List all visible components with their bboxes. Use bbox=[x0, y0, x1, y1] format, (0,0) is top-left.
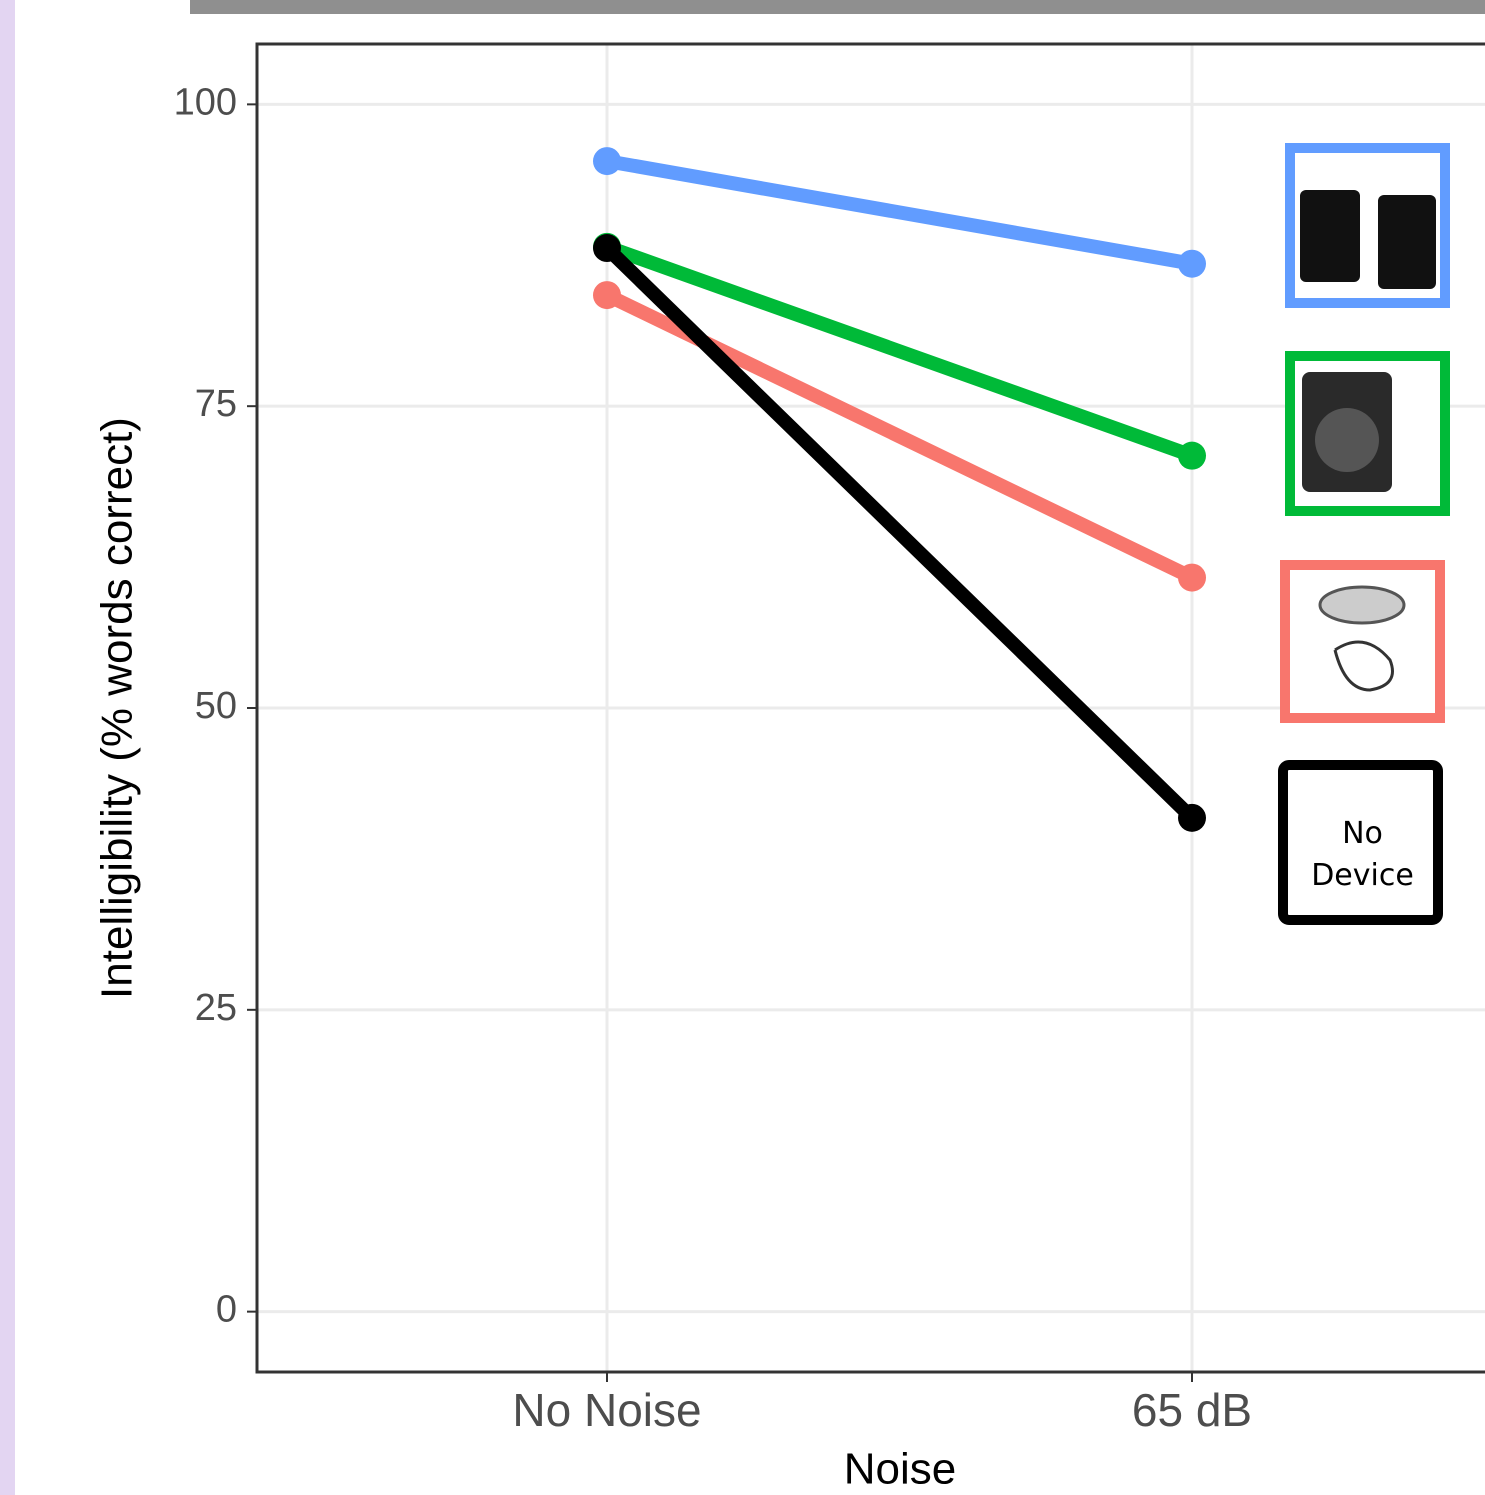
x-tick-label: No Noise bbox=[512, 1384, 701, 1436]
header-banner bbox=[190, 0, 1485, 14]
y-tick-label: 100 bbox=[174, 81, 237, 123]
point bbox=[593, 281, 621, 309]
point bbox=[1178, 250, 1206, 278]
point bbox=[593, 234, 621, 262]
y-axis-title: Intelligibility (% words correct) bbox=[93, 417, 142, 999]
legend-icon bbox=[1320, 587, 1404, 623]
y-tick-label: 0 bbox=[216, 1289, 237, 1331]
legend-icon bbox=[1300, 190, 1360, 282]
y-tick-label: 75 bbox=[195, 383, 237, 425]
legend-icon bbox=[1378, 195, 1436, 289]
legend-icon bbox=[1315, 408, 1379, 472]
x-tick-label: 65 dB bbox=[1132, 1384, 1252, 1436]
point bbox=[1178, 804, 1206, 832]
chart: 0 25 50 75 100 No Noise 65 dB Intelligibility … bbox=[0, 0, 1485, 1495]
legend-label: No Device bbox=[1290, 800, 1435, 910]
side-strip bbox=[0, 0, 15, 1495]
point bbox=[1178, 564, 1206, 592]
y-tick-label: 25 bbox=[195, 987, 237, 1029]
point bbox=[593, 147, 621, 175]
x-axis-title: Noise bbox=[844, 1445, 957, 1494]
page: 0 25 50 75 100 No Noise 65 dB Intelligibility … bbox=[0, 0, 1485, 1495]
y-tick-label: 50 bbox=[195, 685, 237, 727]
point bbox=[1178, 442, 1206, 470]
